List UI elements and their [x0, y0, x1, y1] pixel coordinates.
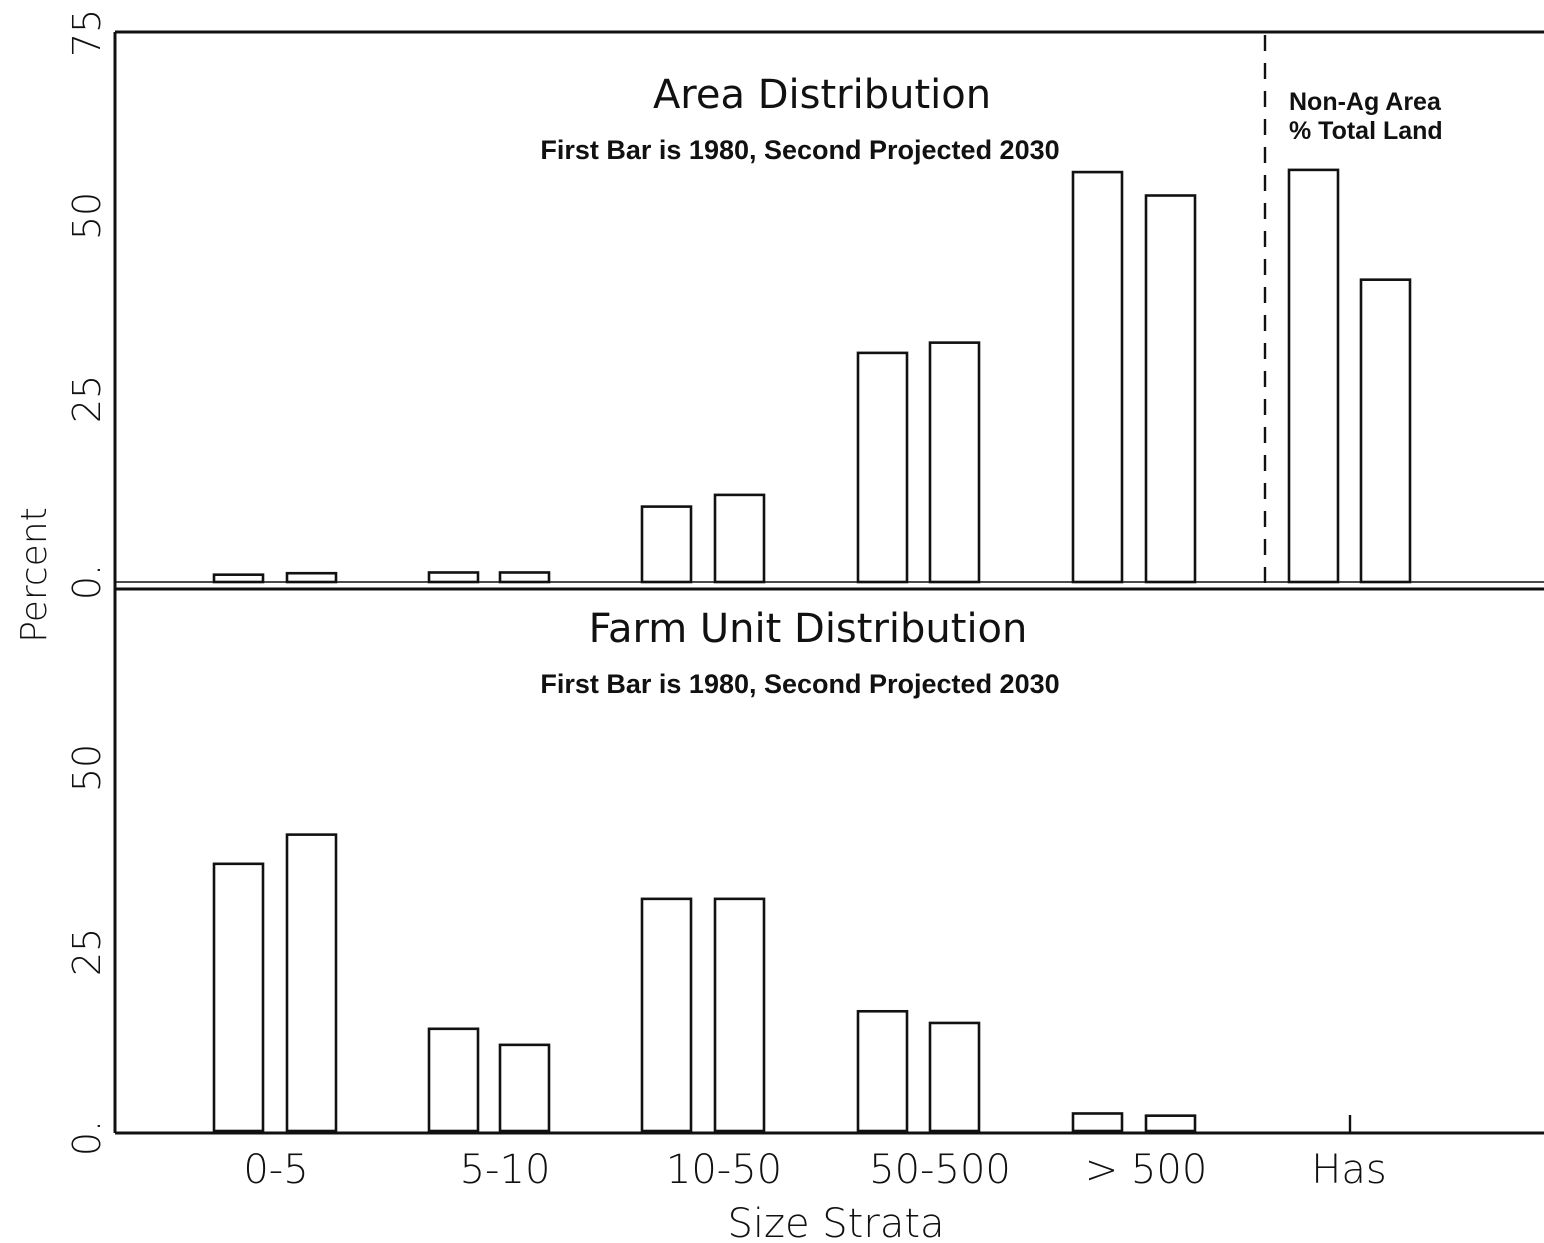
units-bar-1980	[427, 1027, 480, 1133]
units-ytick-label: 0.	[65, 1120, 109, 1156]
units-bar-1980	[640, 897, 693, 1133]
units-bar-1980	[212, 862, 265, 1133]
area-bar-1980	[640, 505, 693, 584]
area-bar-2030	[928, 341, 981, 584]
x-axis-label: Size Strata	[727, 1201, 944, 1243]
y-axis-label: Percent	[14, 507, 55, 642]
area-ytick-label: 25	[65, 375, 109, 423]
x-category-label: 5-10	[460, 1147, 551, 1193]
units-bar-2030	[285, 833, 338, 1133]
units-y-ticks: 0. 25 50	[65, 744, 109, 1156]
area-panel-subtitle: First Bar is 1980, Second Projected 2030	[540, 135, 1059, 165]
non-ag-bar-2030	[1359, 278, 1412, 584]
area-bar-1980	[427, 571, 480, 584]
non-ag-label-line2: % Total Land	[1289, 117, 1443, 145]
area-panel-title: Area Distribution	[653, 72, 991, 118]
plot-frame	[113, 30, 1544, 1135]
units-bar-1980	[856, 1009, 909, 1133]
units-panel-subtitle: First Bar is 1980, Second Projected 2030	[540, 669, 1059, 699]
area-ytick-label: 0.	[65, 564, 109, 600]
area-bar-2030	[498, 571, 551, 584]
units-ytick-label: 25	[65, 928, 109, 976]
non-ag-label-line1: Non-Ag Area	[1289, 88, 1442, 116]
units-bar-2030	[928, 1021, 981, 1133]
units-bar-2030	[498, 1043, 551, 1133]
area-bar-1980	[856, 351, 909, 584]
x-category-label: 0-5	[243, 1147, 308, 1193]
units-panel-title: Farm Unit Distribution	[589, 606, 1028, 652]
area-ytick-label: 75	[65, 9, 109, 57]
area-bars	[212, 168, 1412, 584]
area-y-ticks: 0. 25 50 75	[65, 9, 109, 600]
area-bar-2030	[713, 493, 766, 584]
area-ytick-label: 50	[65, 192, 109, 240]
units-bar-2030	[713, 897, 766, 1133]
units-bar-1980	[1071, 1112, 1124, 1133]
x-category-label: 10-50	[666, 1147, 782, 1193]
x-category-label: 50-500	[869, 1147, 1011, 1193]
area-bar-1980	[1071, 170, 1124, 584]
x-category-label: > 500	[1085, 1147, 1208, 1193]
non-ag-bar-1980	[1287, 168, 1340, 584]
units-bars	[212, 833, 1197, 1133]
units-bar-2030	[1144, 1114, 1197, 1133]
area-bar-1980	[212, 573, 265, 584]
units-ytick-label: 50	[65, 744, 109, 792]
x-category-label: Has	[1311, 1147, 1386, 1193]
area-bar-2030	[285, 571, 338, 584]
area-bar-2030	[1144, 194, 1197, 584]
x-category-labels: 0-5 5-10 10-50 50-500 > 500 Has	[243, 1147, 1386, 1193]
